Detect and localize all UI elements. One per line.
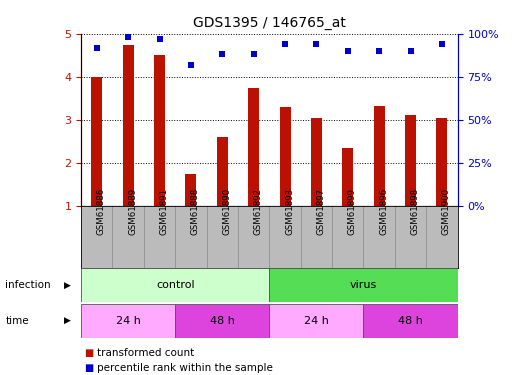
Text: 48 h: 48 h: [398, 316, 423, 326]
Bar: [122, 45, 134, 206]
Text: time: time: [5, 316, 29, 326]
Bar: [373, 106, 384, 206]
Bar: [269, 268, 458, 302]
Text: GSM61886: GSM61886: [97, 188, 106, 235]
Text: GSM61888: GSM61888: [191, 188, 200, 235]
Text: 24 h: 24 h: [304, 316, 329, 326]
Point: [344, 48, 352, 54]
Text: control: control: [156, 280, 195, 290]
Text: ▶: ▶: [64, 280, 71, 290]
Bar: [81, 268, 269, 302]
Text: GSM61892: GSM61892: [254, 188, 263, 235]
Text: GSM61900: GSM61900: [442, 188, 451, 235]
Text: GSM61891: GSM61891: [160, 188, 168, 235]
Point: [281, 41, 289, 47]
Bar: [269, 304, 363, 338]
Bar: [81, 304, 175, 338]
Text: transformed count: transformed count: [97, 348, 194, 358]
Text: GSM61893: GSM61893: [285, 188, 294, 235]
Text: 24 h: 24 h: [116, 316, 141, 326]
Text: GSM61897: GSM61897: [316, 188, 325, 235]
Text: percentile rank within the sample: percentile rank within the sample: [97, 363, 272, 373]
Point: [438, 41, 446, 47]
Point: [155, 36, 164, 42]
Text: virus: virus: [350, 280, 377, 290]
Text: ▶: ▶: [64, 316, 71, 325]
Text: GSM61899: GSM61899: [348, 188, 357, 235]
Bar: [175, 304, 269, 338]
Title: GDS1395 / 146765_at: GDS1395 / 146765_at: [193, 16, 346, 30]
Bar: [405, 115, 416, 206]
Bar: [311, 118, 322, 206]
Text: 48 h: 48 h: [210, 316, 235, 326]
Bar: [342, 148, 354, 206]
Text: infection: infection: [5, 280, 51, 290]
Bar: [154, 56, 165, 206]
Point: [218, 51, 226, 57]
Text: GSM61890: GSM61890: [222, 188, 231, 235]
Bar: [185, 174, 197, 206]
Bar: [436, 118, 447, 206]
Bar: [363, 304, 458, 338]
Point: [93, 45, 101, 51]
Point: [124, 34, 132, 40]
Point: [249, 51, 258, 57]
Point: [312, 41, 321, 47]
Bar: [279, 107, 291, 206]
Text: ■: ■: [84, 363, 93, 373]
Text: GSM61889: GSM61889: [128, 188, 137, 235]
Text: ■: ■: [84, 348, 93, 358]
Point: [375, 48, 383, 54]
Bar: [91, 77, 102, 206]
Bar: [217, 137, 228, 206]
Text: GSM61898: GSM61898: [411, 188, 419, 235]
Point: [406, 48, 415, 54]
Text: GSM61896: GSM61896: [379, 188, 388, 235]
Bar: [248, 88, 259, 206]
Point: [187, 62, 195, 68]
